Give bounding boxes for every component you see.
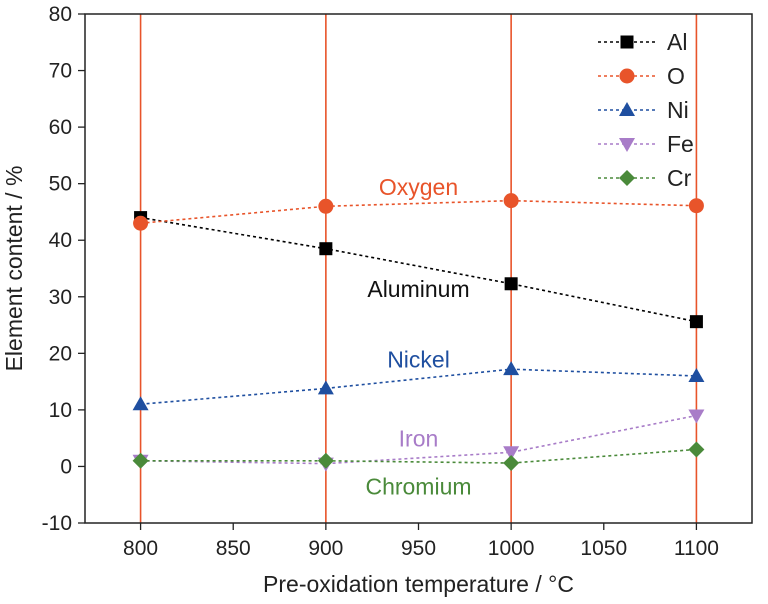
data-point-ni-1000 [503, 361, 520, 376]
series-annotations: Aluminum Oxygen Nickel Iron Chromium [365, 174, 471, 500]
legend-label-cr: Cr [667, 165, 692, 191]
series-line-o [140, 199, 697, 225]
data-point-fe-1100 [688, 409, 705, 424]
x-tick-label-800: 800 [123, 537, 158, 560]
data-point-cr-1000 [503, 455, 520, 472]
annotation-aluminum: Aluminum [367, 276, 469, 302]
data-point-ni-900 [317, 380, 334, 395]
data-point-o-900 [318, 198, 334, 214]
legend-marker-o [619, 68, 635, 84]
x-tick-label-900: 900 [308, 537, 343, 560]
legend-marker-ni [619, 102, 635, 116]
y-tick-label-40: 40 [49, 229, 72, 252]
series-line-al [140, 216, 697, 323]
y-tick-label-0: 0 [60, 455, 72, 478]
legend-label-ni: Ni [667, 97, 689, 123]
legend-label-al: Al [667, 29, 687, 55]
y-tick-label-50: 50 [49, 173, 72, 196]
data-point-al-1100 [689, 315, 703, 329]
legend-label-o: O [667, 63, 685, 89]
legend-marker-cr [619, 170, 635, 186]
series-line-cr [140, 448, 697, 464]
annotation-nickel: Nickel [387, 346, 450, 372]
x-tick-label-850: 850 [216, 537, 251, 560]
y-axis-title: Element content / % [1, 166, 27, 372]
y-tick-label-30: 30 [49, 286, 72, 309]
data-point-al-900 [319, 242, 333, 256]
legend-marker-fe [619, 138, 635, 152]
data-point-ni-1100 [688, 367, 705, 382]
legend-marker-al [620, 35, 634, 49]
series-line-fe [140, 414, 697, 465]
x-tick-label-950: 950 [401, 537, 436, 560]
data-point-fe-1000 [503, 446, 520, 461]
data-point-cr-800 [132, 452, 149, 469]
y-tick-label-10: 10 [49, 399, 72, 422]
series-lines [140, 199, 697, 465]
y-tick-label-70: 70 [49, 60, 72, 83]
annotation-chromium: Chromium [365, 474, 471, 500]
x-tick-label-1100: 1100 [674, 537, 719, 560]
annotation-iron: Iron [399, 426, 439, 452]
y-tick-label-60: 60 [49, 116, 72, 139]
data-point-o-1100 [688, 198, 704, 214]
series-line-ni [140, 368, 697, 406]
legend: Al O Ni Fe Cr [598, 29, 694, 191]
y-tick-label-80: 80 [49, 3, 72, 26]
reference-lines [139, 14, 698, 523]
data-point-cr-1100 [688, 441, 705, 458]
y-tick-label--10: -10 [42, 512, 72, 535]
annotation-oxygen: Oxygen [379, 174, 458, 200]
data-point-o-1000 [503, 193, 519, 209]
axis-ticks: 800 850 900 950 1000 1050 1100 -10 0 10 20 30 40 50 60… [42, 3, 719, 560]
legend-label-fe: Fe [667, 131, 694, 157]
y-tick-label-20: 20 [49, 342, 72, 365]
data-point-al-1000 [504, 277, 518, 291]
x-tick-label-1000: 1000 [488, 537, 535, 560]
x-axis-title: Pre-oxidation temperature / °C [263, 571, 574, 597]
x-tick-label-1050: 1050 [580, 537, 627, 560]
data-point-ni-800 [132, 396, 149, 411]
data-point-cr-900 [317, 452, 334, 469]
series-markers [132, 193, 705, 472]
data-point-o-800 [133, 215, 149, 231]
